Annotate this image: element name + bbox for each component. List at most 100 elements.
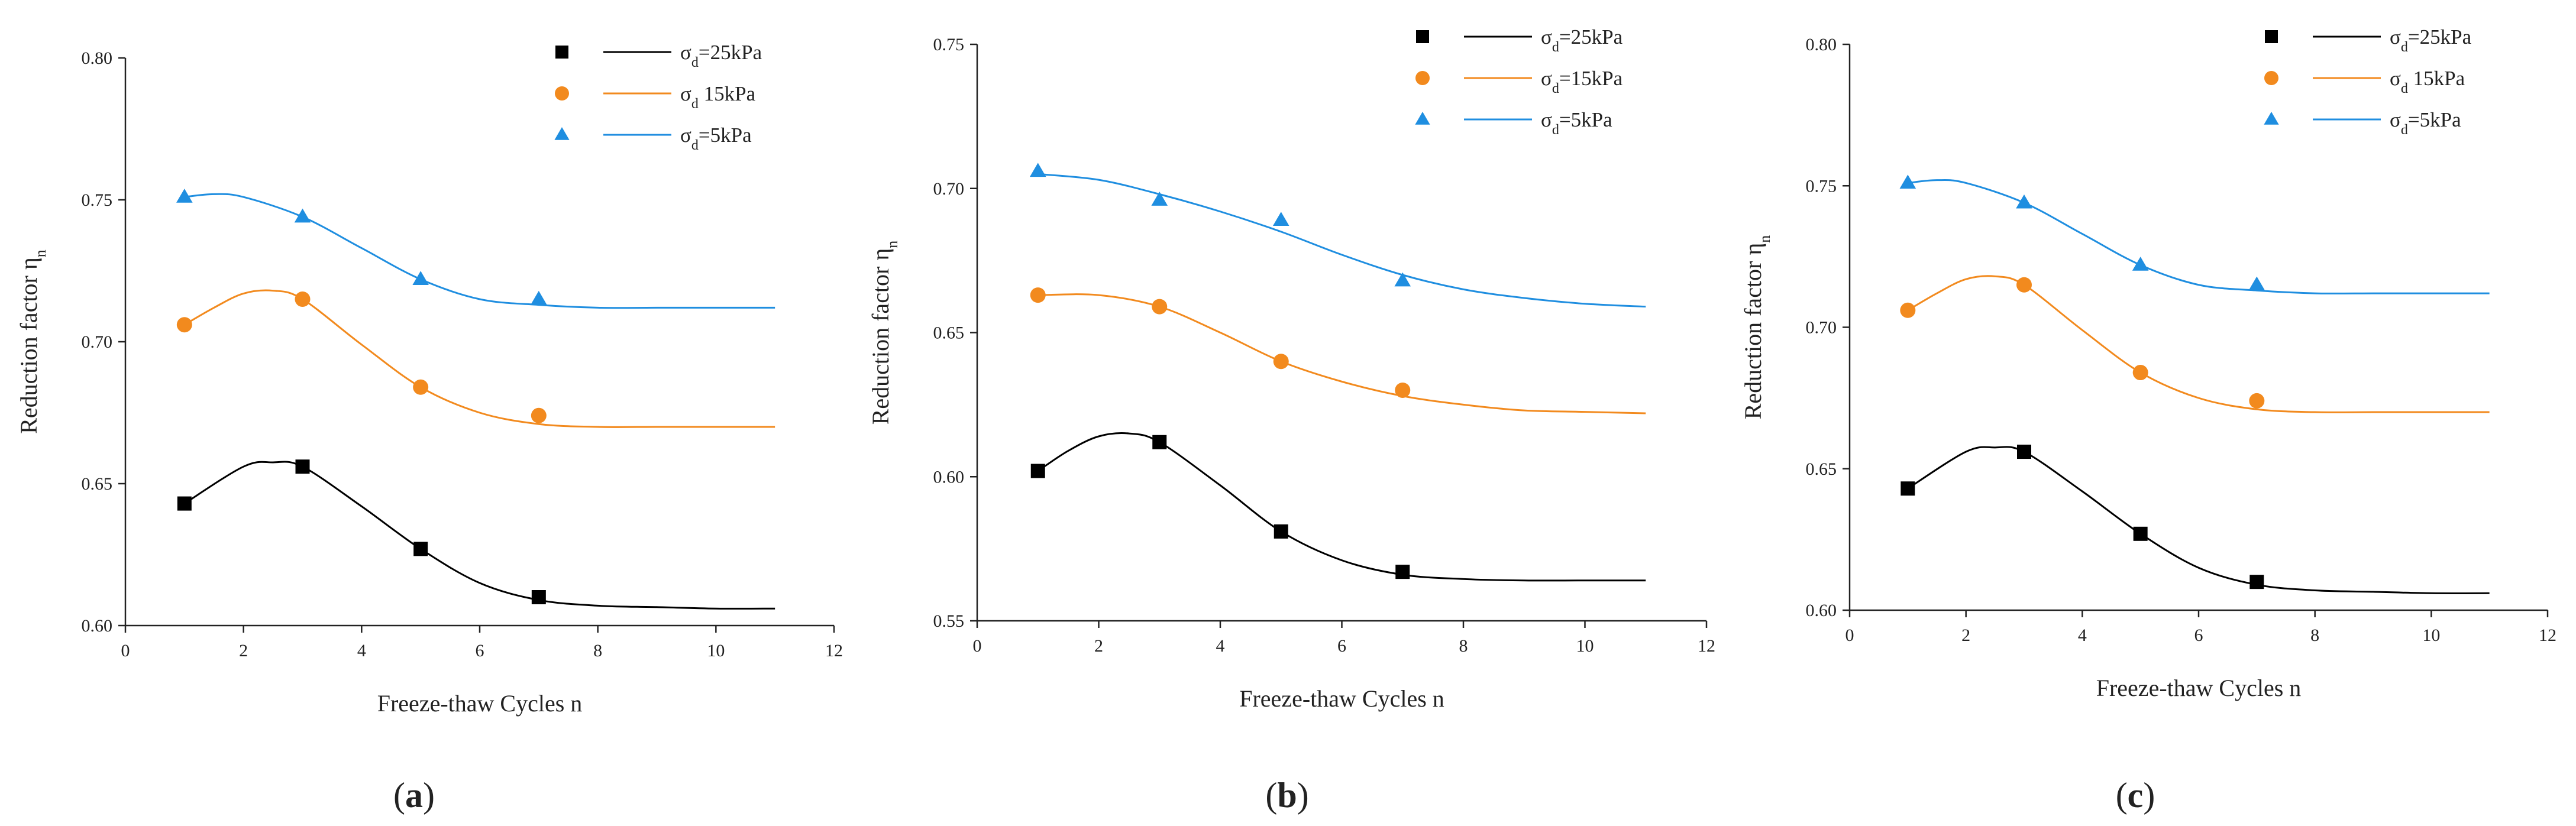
x-tick-label: 12 [1698,636,1715,656]
data-point-triangle [412,271,429,285]
fit-curve [184,193,775,309]
y-tick-label: 0.60 [82,616,113,636]
data-point-square [1030,464,1045,478]
fit-curve [184,461,775,610]
fit-curve [1037,293,1646,414]
series-1 [1030,287,1646,414]
x-tick-label: 8 [593,641,602,660]
data-point-square [1901,481,1915,496]
x-axis-label: Freeze-thaw Cycles n [1239,685,1444,712]
series-2 [1899,174,2490,294]
data-point-circle [295,291,311,307]
y-tick-label: 0.70 [1806,318,1837,338]
series-1 [1900,275,2490,413]
y-axis-label: Reduction factor ηn [15,250,49,434]
chart-panel-c: 0 2 4 6 8 10 12 0.60 0.65 0.70 0.75 0.80 Freeze-thaw… [1740,25,2556,815]
y-tick-label: 0.60 [1806,601,1837,620]
x-tick-label: 10 [2422,626,2440,645]
data-point-square [2017,445,2031,459]
y-tick-label: 0.75 [1806,176,1837,196]
legend-marker [2265,30,2278,43]
data-point-square [2249,575,2264,589]
panel-label: (a) [393,776,435,815]
data-point-circle [531,407,547,423]
x-tick-label: 10 [1576,636,1594,656]
x-axis-label: Freeze-thaw Cycles n [2096,675,2302,701]
series-1 [176,289,775,428]
legend-marker [1415,71,1430,85]
y-tick-label: 0.65 [82,474,113,494]
data-point-circle [1273,354,1289,370]
data-point-triangle [1151,192,1168,206]
series-0 [177,459,775,610]
legend-marker [555,86,569,101]
data-point-square [413,542,428,556]
data-point-triangle [176,189,193,203]
y-tick-label: 0.60 [933,467,965,487]
x-tick-label: 2 [1961,626,1970,645]
y-tick-label: 0.55 [933,611,965,631]
data-point-square [1395,565,1410,579]
data-point-square [295,459,310,474]
legend-label: σd 15kPa [680,82,756,112]
legend-label: σd=25kPa [2390,25,2472,55]
data-point-square [1152,435,1167,449]
fit-curve [1907,446,2490,594]
y-tick-label: 0.80 [82,48,113,68]
legend-marker [2264,112,2279,125]
panel-label: (c) [2116,776,2155,815]
data-point-circle [176,317,192,333]
x-tick-label: 0 [1845,626,1854,645]
data-point-square [177,496,192,511]
data-point-square [2133,526,2148,541]
x-tick-label: 2 [1094,636,1103,656]
data-point-triangle [1394,272,1411,287]
data-point-square [531,590,546,604]
data-point-circle [1030,287,1046,303]
legend-marker [1415,112,1430,125]
x-tick-label: 4 [2078,626,2087,645]
legend-label: σd=5kPa [1541,108,1612,138]
x-tick-label: 6 [2194,626,2203,645]
legend-marker [1416,30,1429,43]
series-2 [1029,163,1646,308]
data-point-circle [1152,299,1168,315]
data-point-triangle [1029,163,1046,177]
x-tick-label: 4 [1216,636,1225,656]
x-tick-label: 0 [973,636,982,656]
data-point-triangle [2132,257,2149,271]
legend-label: σd 15kPa [2390,67,2465,96]
data-point-circle [2132,365,2148,381]
x-tick-label: 12 [2539,626,2556,645]
y-tick-label: 0.75 [933,35,965,54]
data-point-triangle [531,290,547,305]
x-tick-label: 6 [1337,636,1346,656]
x-axis-label: Freeze-thaw Cycles n [377,690,583,717]
y-tick-label: 0.70 [933,179,965,199]
fit-curve [1037,173,1646,308]
data-point-triangle [1899,174,1916,189]
x-tick-label: 6 [476,641,484,660]
legend-marker [2264,71,2278,85]
data-point-circle [1395,383,1411,398]
data-point-circle [1900,302,1916,318]
y-axis-label: Reduction factor ηn [867,241,901,425]
y-tick-label: 0.70 [82,332,113,352]
legend-label: σd=25kPa [680,41,762,70]
series-2 [176,189,775,309]
data-point-triangle [294,208,311,223]
x-tick-label: 4 [357,641,366,660]
data-point-circle [413,379,429,395]
data-point-square [1274,524,1288,539]
data-point-circle [2249,393,2265,409]
chart-panel-b: 0 2 4 6 8 10 12 0.55 0.60 0.65 0.70 0.75 Freeze-thaw… [867,25,1715,815]
data-point-triangle [2016,194,2032,209]
x-tick-label: 12 [825,641,843,660]
panel-label: (b) [1265,776,1308,815]
legend-marker [555,46,568,59]
legend-marker [554,127,570,140]
legend-label: σd=25kPa [1541,25,1623,55]
fit-curve [1037,432,1646,582]
fit-curve [1908,179,2490,294]
data-point-triangle [1272,212,1289,226]
